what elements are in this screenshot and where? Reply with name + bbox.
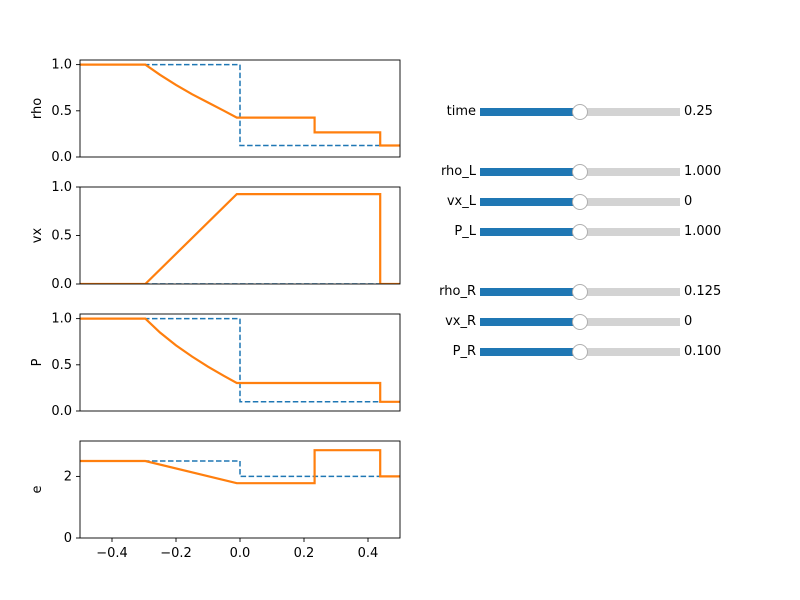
time-slider-fill bbox=[480, 108, 580, 116]
rho-r-slider-track[interactable] bbox=[480, 284, 680, 300]
y-tick-label: 1.0 bbox=[51, 312, 72, 327]
vx-r-slider-track[interactable] bbox=[480, 314, 680, 330]
x-tick-label: 0.4 bbox=[358, 546, 379, 561]
p-r-slider[interactable]: P_R 0.100 bbox=[400, 342, 760, 362]
solution-line-e bbox=[80, 449, 400, 485]
y-axis-label: e bbox=[30, 486, 45, 494]
initial-line-P bbox=[80, 317, 400, 403]
rho-l-value: 1.000 bbox=[684, 164, 722, 179]
x-tick-label: −0.2 bbox=[160, 546, 192, 561]
y-tick-label: 0 bbox=[64, 531, 72, 546]
p-l-label: P_L bbox=[454, 224, 476, 239]
p-l-slider-fill bbox=[480, 228, 580, 236]
y-tick-label: 0.5 bbox=[51, 104, 72, 119]
rho-r-slider-fill bbox=[480, 288, 580, 296]
p-r-value: 0.100 bbox=[684, 344, 722, 359]
rho-r-slider-handle[interactable] bbox=[572, 284, 588, 300]
y-tick-label: 1.0 bbox=[51, 180, 72, 195]
x-tick-label: 0.2 bbox=[294, 546, 315, 561]
rho-r-label: rho_R bbox=[439, 284, 476, 299]
p-r-label: P_R bbox=[452, 344, 476, 359]
solution-line-vx bbox=[80, 193, 400, 284]
y-tick-label: 1.0 bbox=[51, 58, 72, 73]
rho-r-value: 0.125 bbox=[684, 284, 722, 299]
solution-line-P bbox=[80, 317, 400, 403]
plot-rho: 0.0 0.5 1.0 rho bbox=[30, 58, 401, 165]
initial-line-rho bbox=[80, 63, 400, 147]
vx-r-slider[interactable]: vx_R 0 bbox=[400, 312, 760, 332]
plot-frame bbox=[79, 59, 401, 158]
rho-l-slider-fill bbox=[480, 168, 580, 176]
rho-l-label: rho_L bbox=[440, 164, 476, 179]
time-value: 0.25 bbox=[684, 104, 713, 119]
rho-l-slider-handle[interactable] bbox=[572, 164, 588, 180]
plot-P: 0.0 0.5 1.0 P bbox=[30, 312, 401, 419]
initial-line-e bbox=[80, 460, 400, 478]
vx-r-value: 0 bbox=[684, 314, 693, 329]
vx-l-label: vx_L bbox=[446, 194, 476, 209]
p-r-slider-track[interactable] bbox=[480, 344, 680, 360]
y-tick-label: 0.0 bbox=[51, 150, 72, 165]
y-tick-label: 0.5 bbox=[51, 358, 72, 373]
p-l-slider-track[interactable] bbox=[480, 224, 680, 240]
y-axis-label: rho bbox=[30, 98, 45, 119]
p-r-slider-handle[interactable] bbox=[572, 344, 588, 360]
p-l-value: 1.000 bbox=[684, 224, 722, 239]
y-axis-label: P bbox=[30, 358, 45, 366]
vx-r-slider-fill bbox=[480, 318, 580, 326]
p-l-slider[interactable]: P_L 1.000 bbox=[400, 222, 760, 242]
time-slider-handle[interactable] bbox=[572, 104, 588, 120]
y-tick-label: 0.0 bbox=[51, 404, 72, 419]
solution-line-rho bbox=[80, 63, 400, 147]
plot-frame bbox=[79, 313, 401, 412]
vx-l-value: 0 bbox=[684, 194, 693, 209]
time-slider[interactable]: time 0.25 bbox=[400, 102, 760, 122]
p-r-slider-fill bbox=[480, 348, 580, 356]
y-tick-label: 2 bbox=[64, 469, 72, 484]
vx-r-label: vx_R bbox=[445, 314, 476, 329]
p-l-slider-handle[interactable] bbox=[572, 224, 588, 240]
plot-vx: 0.0 0.5 1.0 vx bbox=[30, 180, 401, 292]
rho-l-slider[interactable]: rho_L 1.000 bbox=[400, 162, 760, 182]
time-slider-track[interactable] bbox=[480, 104, 680, 120]
time-label: time bbox=[446, 104, 476, 119]
y-tick-label: 0.5 bbox=[51, 229, 72, 244]
plot-frame bbox=[79, 186, 401, 285]
vx-l-slider-handle[interactable] bbox=[572, 194, 588, 210]
y-tick-label: 0.0 bbox=[51, 277, 72, 292]
plot-e: 0 2 e −0.4 −0.2 0.0 0.2 0.4 bbox=[30, 440, 401, 561]
vx-r-slider-handle[interactable] bbox=[572, 314, 588, 330]
x-tick-label: 0.0 bbox=[230, 546, 251, 561]
vx-l-slider-track[interactable] bbox=[480, 194, 680, 210]
y-axis-label: vx bbox=[30, 228, 45, 244]
vx-l-slider-fill bbox=[480, 198, 580, 206]
x-tick-label: −0.4 bbox=[96, 546, 128, 561]
vx-l-slider[interactable]: vx_L 0 bbox=[400, 192, 760, 212]
plot-frame bbox=[79, 440, 401, 539]
rho-r-slider[interactable]: rho_R 0.125 bbox=[400, 282, 760, 302]
rho-l-slider-track[interactable] bbox=[480, 164, 680, 180]
